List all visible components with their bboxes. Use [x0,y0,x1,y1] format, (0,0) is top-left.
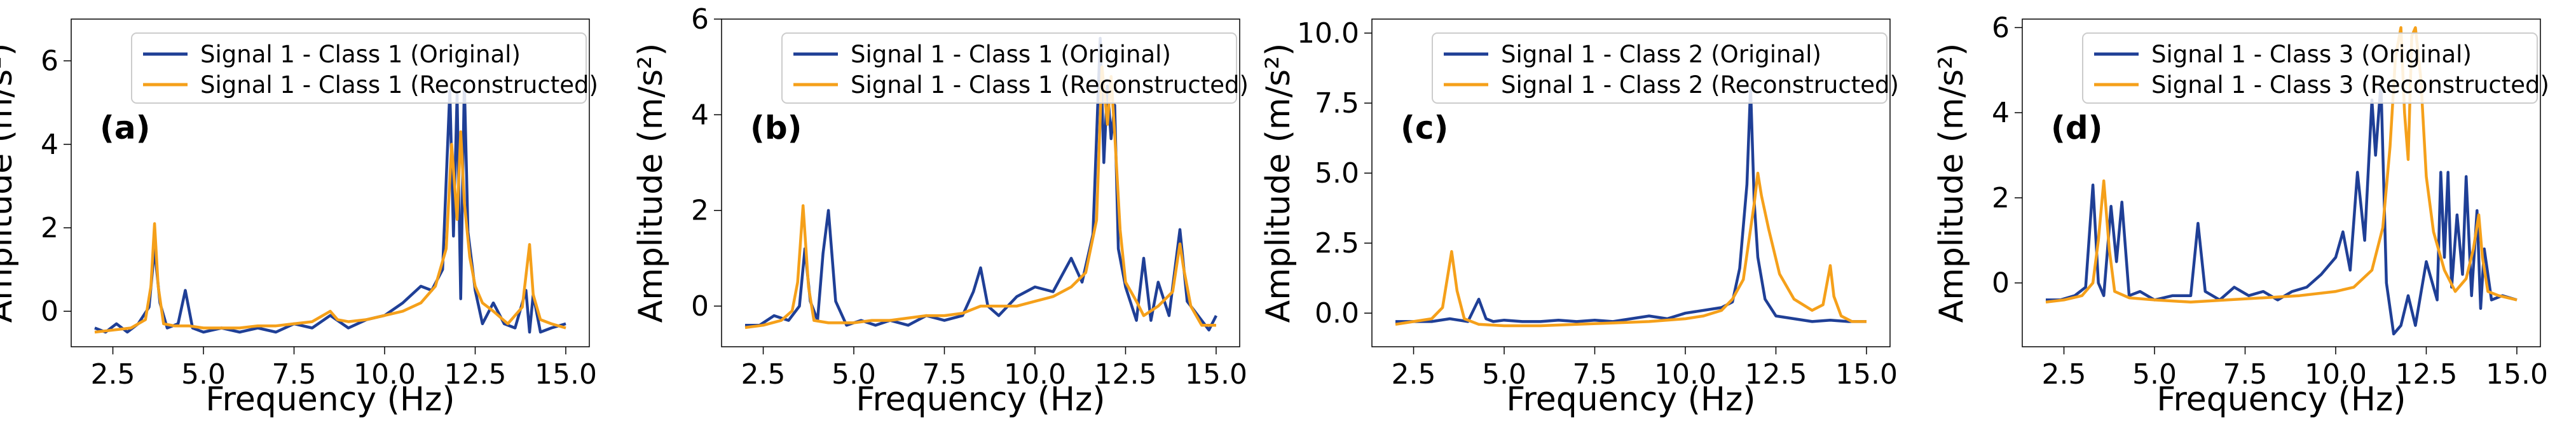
y-tick-label: 6 [1992,11,2010,44]
chart-panel-3: 2.5 5.0 7.5 10.0 12.5 15.00.02.55.07.510.0Fre… [1259,17,1899,419]
x-tick-label: 7.5 [272,358,317,391]
legend-box [1432,32,1887,104]
series-reconstructed-line [1395,171,1867,328]
series-reconstructed-line [2045,26,2518,304]
chart-panel-4: 2.5 5.0 7.5 10.0 12.5 15.0 0 2 4 6 Frequency (Hz) A… [1933,11,2549,419]
series-original-line [1395,85,1867,323]
y-tick-label: 6 [691,3,709,36]
legend-entry: Signal 1 - Class 2 (Original) [1501,41,1821,68]
y-tick-label: 6 [41,45,58,78]
y-tick-label: 2 [691,195,709,227]
x-tick-label: 12.5 [1094,358,1156,391]
x-tick-label: 2.5 [1392,358,1436,391]
legend-entry: Signal 1 - Class 3 (Original) [2151,41,2472,68]
y-tick-label: 2 [1992,182,2010,214]
series-reconstructed-line [94,130,566,334]
x-tick-label: 5.0 [2132,358,2177,391]
y-tick-label: 0 [41,295,58,328]
series-original-line [94,80,566,334]
y-tick-label: 2.5 [1315,227,1359,260]
y-tick-label: 4 [41,129,58,161]
x-tick-label: 12.5 [1744,358,1807,391]
x-tick-label: 5.0 [1482,358,1526,391]
y-tick-label: 0 [1992,267,2010,300]
x-axis-title: Frequency (Hz) [856,380,1105,419]
x-tick-label: 7.5 [922,358,967,391]
x-tick-label: 10.0 [353,358,416,391]
x-axis-title: Frequency (Hz) [2156,380,2406,419]
legend-entry: Signal 1 - Class 2 (Reconstructed) [1501,71,1899,99]
y-axis-title: Amplitude (m/s²) [632,43,670,323]
x-tick-label: 15.0 [1185,358,1247,391]
x-axis-title: Frequency (Hz) [205,380,455,419]
legend-box [2082,32,2538,104]
y-tick-label: 2 [41,212,58,244]
legend-entry: Signal 1 - Class 1 (Reconstructed) [200,71,598,99]
chart-panel-2: 2.5 5.0 7.5 10.0 12.5 15.0 0 2 4 6 Frequency (Hz) A… [632,3,1249,419]
panel-label: (c) [1401,109,1448,146]
x-tick-label: 15.0 [535,358,597,391]
x-tick-label: 10.0 [2305,358,2367,391]
y-axis-title: Amplitude (m/s²) [1259,43,1298,323]
legend-box [131,32,587,104]
series-reconstructed-line [744,65,1216,330]
x-axis-title: Frequency (Hz) [1506,380,1755,419]
x-tick-label: 2.5 [2042,358,2086,391]
y-tick-label: 5.0 [1315,157,1359,190]
y-axis-title: Amplitude (m/s²) [0,43,20,323]
x-tick-label: 2.5 [741,358,786,391]
panel-label: (a) [100,109,150,146]
x-tick-label: 5.0 [181,358,226,391]
y-tick-label: 4 [1992,97,2010,129]
legend-entry: Signal 1 - Class 1 (Reconstructed) [851,71,1249,99]
x-tick-label: 5.0 [832,358,876,391]
legend-entry: Signal 1 - Class 3 (Reconstructed) [2151,71,2549,99]
y-tick-label: 0.0 [1315,297,1359,330]
chart-panel-1: 2.5 5.0 7.5 10.0 12.5 15.0 0 2 4 6 Frequency (Hz) A… [0,18,598,419]
panel-label: (b) [750,109,802,146]
x-tick-label: 10.0 [1004,358,1066,391]
x-tick-label: 10.0 [1654,358,1716,391]
x-tick-label: 2.5 [91,358,135,391]
plot-frame [2022,18,2541,347]
x-tick-label: 12.5 [2395,358,2457,391]
x-tick-label: 12.5 [444,358,506,391]
panel-label: (d) [2051,109,2103,146]
x-tick-label: 7.5 [2223,358,2268,391]
legend-entry: Signal 1 - Class 1 (Original) [851,41,1171,68]
series-original-line [2046,81,2518,336]
plot-frame [721,18,1240,347]
legend-box [781,32,1237,104]
plot-frame [71,18,590,347]
y-tick-label: 10.0 [1297,17,1359,50]
y-axis-title: Amplitude (m/s²) [1933,43,1971,323]
x-tick-label: 15.0 [2486,358,2548,391]
y-tick-label: 0 [691,290,709,323]
x-tick-label: 7.5 [1573,358,1617,391]
y-tick-label: 4 [691,99,709,131]
y-tick-label: 7.5 [1315,87,1359,120]
plot-frame [1371,18,1891,347]
legend-entry: Signal 1 - Class 1 (Original) [200,41,521,68]
x-tick-label: 15.0 [1835,358,1898,391]
